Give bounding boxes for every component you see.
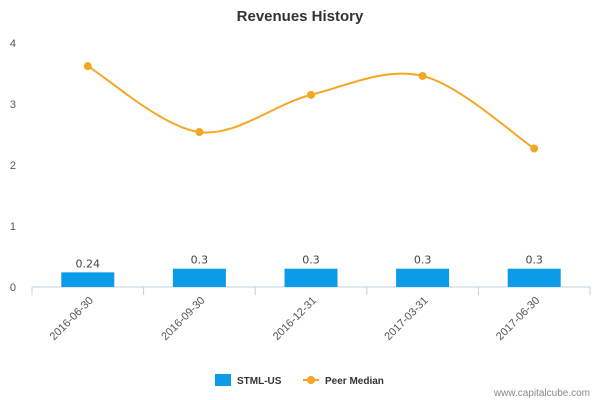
bar (284, 268, 338, 287)
legend: STML-US Peer Median (215, 374, 384, 387)
bar (396, 268, 450, 287)
chart-title: Revenues History (237, 8, 364, 25)
y-tick-label: 0 (10, 282, 16, 294)
bar-series (61, 268, 561, 287)
line-point (530, 144, 539, 153)
x-tick-label: 2016-12-31 (271, 295, 319, 343)
legend-swatch-stml-us (215, 374, 231, 386)
bar-data-label: 0.3 (414, 254, 432, 267)
x-tick-label: 2017-03-31 (382, 295, 430, 343)
line-point (307, 90, 315, 99)
line-point (83, 62, 92, 71)
x-tick-label: 2016-09-30 (159, 295, 207, 343)
x-axis: 2016-06-30 2016-09-30 2016-12-31 2017-03-31… (31, 286, 591, 343)
y-axis: 0 1 2 3 4 (10, 38, 16, 294)
y-tick-label: 3 (10, 99, 16, 111)
line-point (418, 71, 427, 80)
line-series (83, 62, 539, 153)
bar (507, 268, 561, 287)
legend-label-peer-median: Peer Median (325, 376, 384, 387)
bar (172, 268, 226, 287)
credit-text: www.capitalcube.com (493, 388, 590, 399)
line-point (195, 128, 204, 137)
bar (61, 272, 115, 287)
y-tick-label: 2 (10, 160, 16, 172)
peer-median-line (87, 65, 535, 150)
bar-data-label: 0.3 (191, 254, 209, 267)
bar-data-label: 0.3 (525, 254, 543, 267)
y-tick-label: 4 (10, 38, 16, 50)
bar-data-labels: 0.24 0.3 0.3 0.3 0.3 (76, 254, 543, 271)
bar-data-label: 0.24 (76, 257, 101, 270)
bar-data-label: 0.3 (302, 254, 320, 267)
y-tick-label: 1 (10, 221, 16, 233)
x-tick-label: 2017-06-30 (494, 295, 542, 343)
legend-marker-peer-median (307, 376, 315, 384)
legend-label-stml-us: STML-US (237, 376, 282, 387)
x-tick-label: 2016-06-30 (48, 295, 96, 343)
